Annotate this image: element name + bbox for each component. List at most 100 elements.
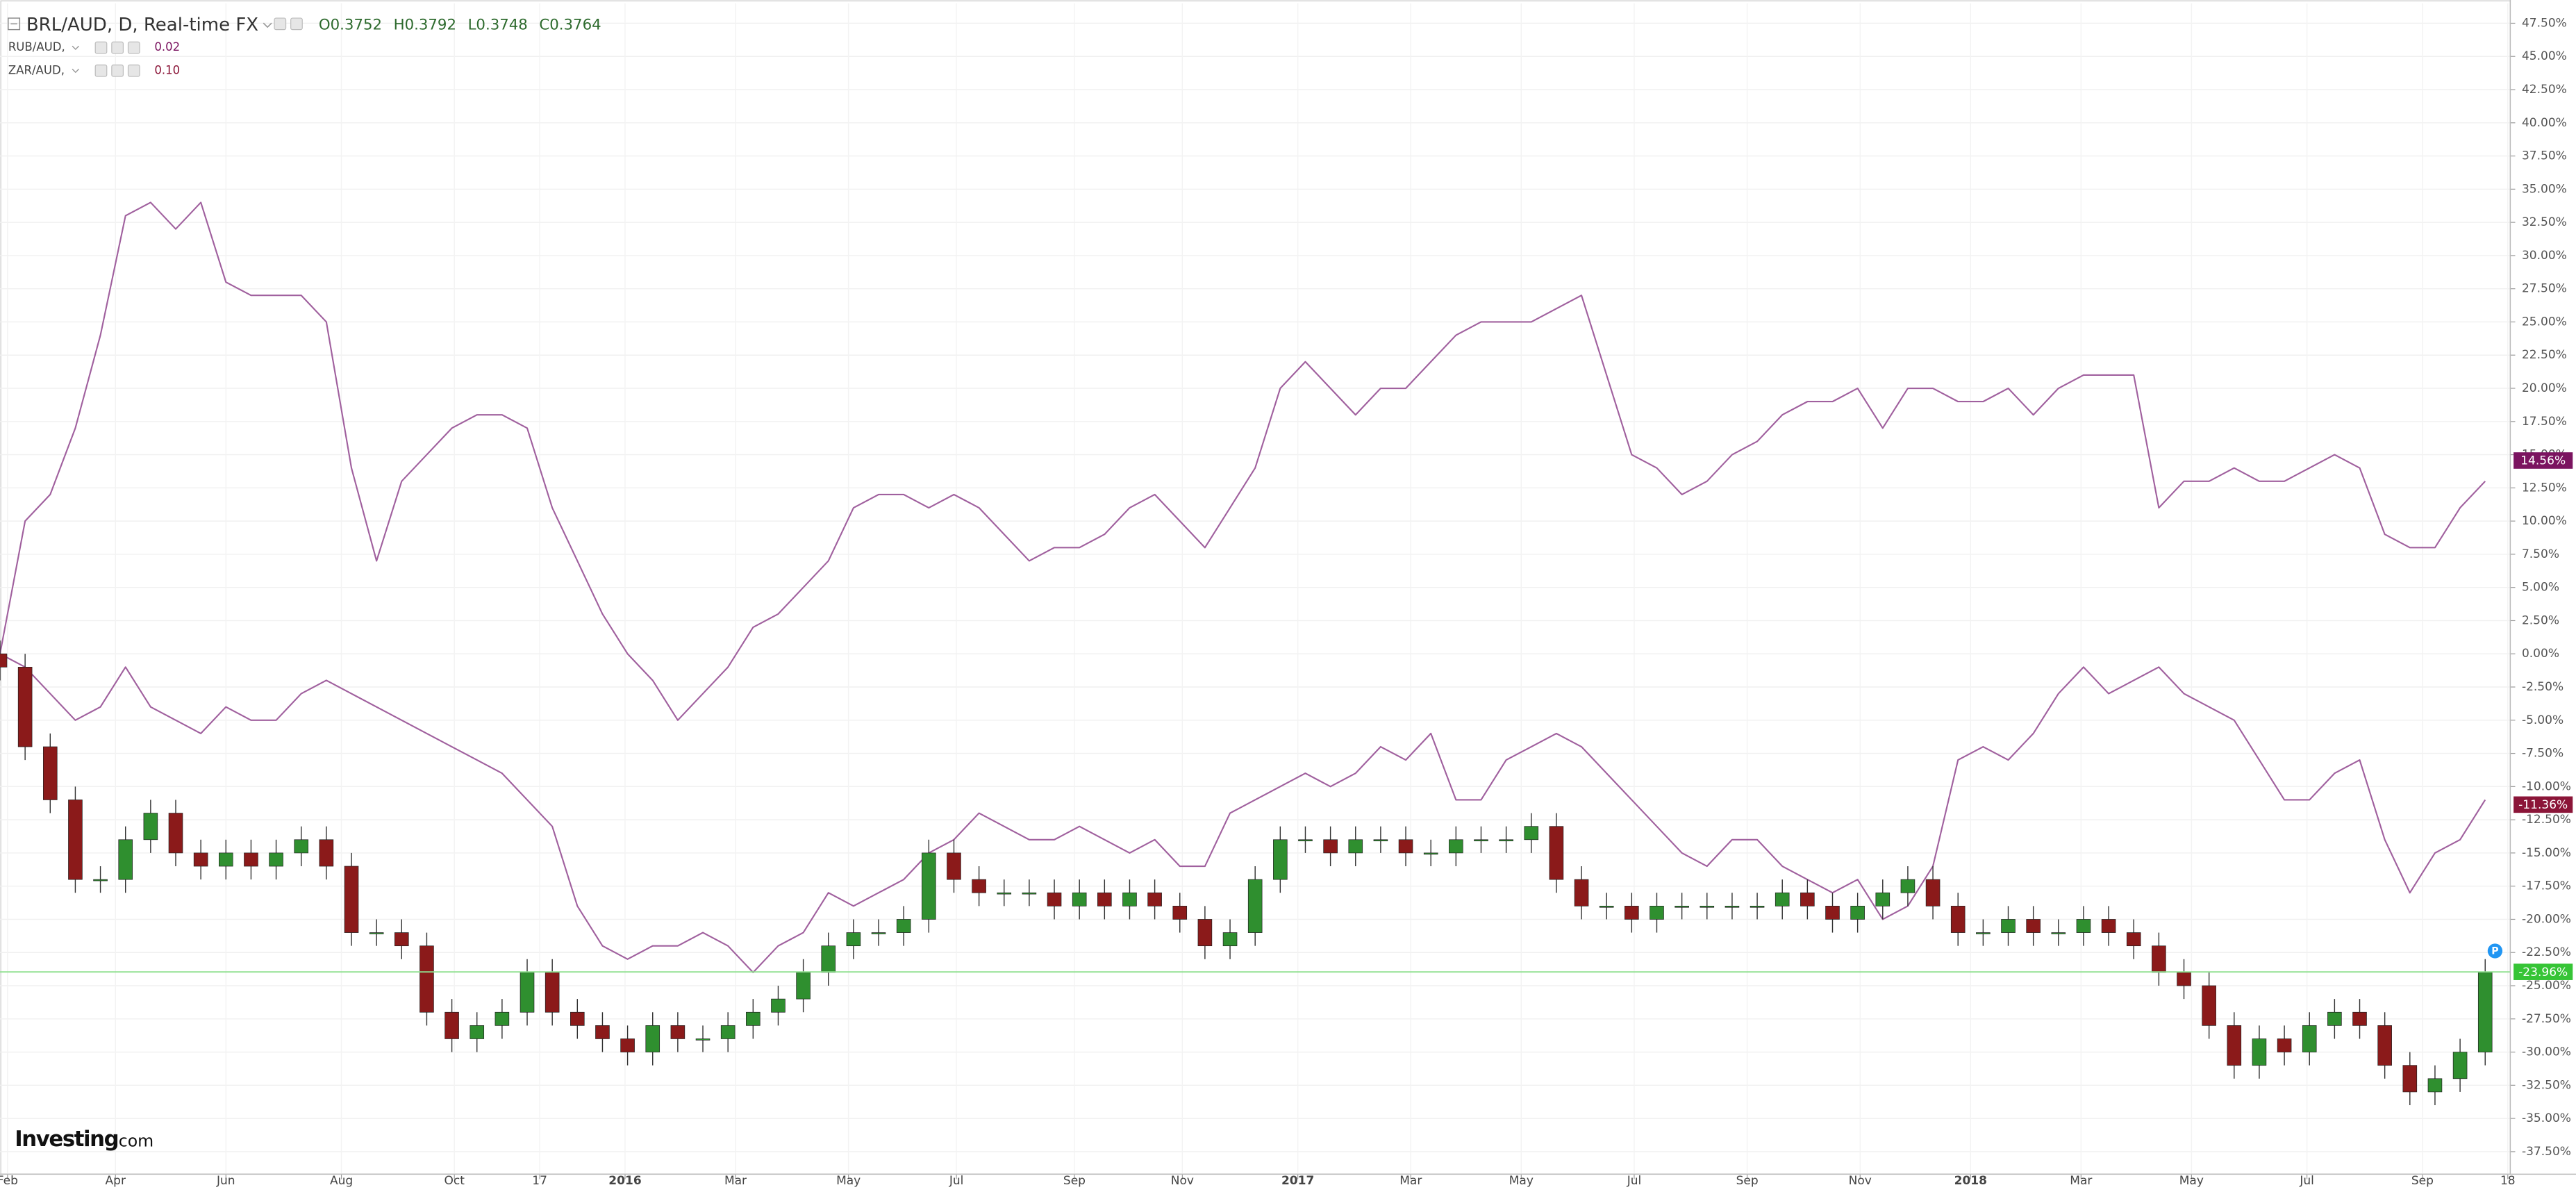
- remove-icon[interactable]: [127, 41, 140, 54]
- candle-body: [1348, 839, 1363, 854]
- candle-body: [1925, 879, 1941, 907]
- candle-body: [1650, 905, 1664, 920]
- x-tick-label: Sep: [1063, 1174, 1086, 1188]
- x-tick-label: May: [1509, 1174, 1534, 1188]
- candle-body: [294, 839, 309, 854]
- y-tick-label: -7.50%: [2522, 747, 2563, 761]
- legend: BRL/AUD, D, Real-time FX O0.3752 H0.3792 L…: [8, 15, 601, 35]
- candle-body: [2076, 919, 2091, 933]
- marks: P: [0, 201, 2511, 1106]
- y-tick-label: -20.00%: [2522, 912, 2571, 926]
- y-tick-label: -5.00%: [2522, 713, 2563, 727]
- candle-body: [1247, 879, 1263, 933]
- candle-body: [344, 866, 359, 933]
- price-label-bg: [2513, 452, 2573, 469]
- candle-body: [2427, 1078, 2443, 1093]
- settings-icon[interactable]: [94, 41, 108, 54]
- candle-body: [2177, 972, 2191, 986]
- y-tick-label: 7.50%: [2522, 547, 2559, 561]
- series-title: BRL/AUD, D, Real-time FX: [26, 15, 258, 35]
- y-tick-label: -15.00%: [2522, 846, 2571, 860]
- candle-body: [1624, 905, 1639, 920]
- x-tick-label: 2018: [1954, 1174, 1987, 1188]
- x-tick-label: Mar: [1399, 1174, 1422, 1188]
- settings-icon[interactable]: [94, 64, 108, 77]
- candle-body: [1449, 839, 1463, 854]
- candle-body: [896, 919, 911, 933]
- candle-body: [997, 892, 1012, 895]
- marker-badge: [2487, 943, 2503, 959]
- candle-body: [947, 852, 961, 880]
- y-tick-label: 27.50%: [2522, 282, 2567, 296]
- candle-body: [2352, 1011, 2367, 1026]
- x-tick-label: 18: [2500, 1174, 2516, 1188]
- candle-body: [821, 945, 836, 973]
- x-tick-label: 17: [532, 1174, 547, 1188]
- candle-body: [595, 1025, 610, 1039]
- settings-icon[interactable]: [111, 41, 124, 54]
- candle-body: [369, 932, 384, 934]
- candle-body: [570, 1011, 585, 1026]
- candle-body: [193, 852, 208, 867]
- y-tick-label: -17.50%: [2522, 879, 2571, 893]
- candle-body: [1298, 839, 1313, 842]
- remove-icon[interactable]: [127, 64, 140, 77]
- ohlc-value: C0.3764: [539, 17, 601, 34]
- y-tick-label: -27.50%: [2522, 1012, 2571, 1026]
- candle-body: [2477, 972, 2493, 1052]
- line-series: [0, 653, 2486, 973]
- y-tick-label: -32.50%: [2522, 1078, 2571, 1092]
- x-tick-label: Oct: [444, 1174, 465, 1188]
- candle-body: [68, 800, 83, 880]
- candle-body: [1675, 905, 1689, 908]
- candle-body: [2227, 1025, 2242, 1066]
- candle-body: [1097, 892, 1112, 907]
- candle-body: [1172, 905, 1188, 920]
- candle-body: [1022, 892, 1037, 895]
- candle-body: [1599, 905, 1614, 908]
- collapse-icon[interactable]: [8, 17, 21, 31]
- line-series: [0, 201, 2486, 721]
- candle-body: [645, 1025, 660, 1052]
- candle-body: [0, 653, 8, 668]
- y-tick-label: -35.00%: [2522, 1111, 2571, 1125]
- candle-body: [670, 1025, 685, 1039]
- candle-body: [1147, 892, 1162, 907]
- candle-body: [1423, 852, 1438, 855]
- hide-icon[interactable]: [290, 17, 303, 31]
- y-tick-label: 17.50%: [2522, 415, 2567, 429]
- dropdown-arrow: [72, 45, 80, 51]
- settings-icon[interactable]: [111, 64, 124, 77]
- y-tick-label: 47.50%: [2522, 16, 2567, 30]
- candle-body: [118, 839, 133, 880]
- candle-body: [2026, 919, 2041, 933]
- y-tick-label: 30.00%: [2522, 249, 2567, 263]
- candle-body: [143, 813, 158, 841]
- y-tick-label: 2.50%: [2522, 613, 2559, 627]
- candle-body: [720, 1025, 736, 1039]
- candle-body: [2051, 932, 2066, 934]
- x-tick-label: Sep: [2411, 1174, 2434, 1188]
- candle-body: [1474, 839, 1488, 842]
- candle-body: [846, 932, 861, 947]
- x-tick-label: Apr: [106, 1174, 126, 1188]
- candle-body: [1750, 905, 1765, 908]
- dropdown-arrow: [263, 22, 272, 28]
- price-label-bg: [2513, 796, 2573, 813]
- candle-body: [244, 852, 258, 867]
- candle-body: [2126, 932, 2141, 947]
- candle-body: [2152, 945, 2166, 973]
- y-tick-label: -10.00%: [2522, 779, 2571, 793]
- y-tick-label: 5.00%: [2522, 581, 2559, 595]
- candle-body: [1273, 839, 1288, 880]
- y-tick-label: -30.00%: [2522, 1045, 2571, 1059]
- settings-icon[interactable]: [274, 17, 287, 31]
- x-tick-label: Mar: [2070, 1174, 2092, 1188]
- logo-brand: Investing: [15, 1127, 118, 1152]
- y-tick-label: -12.50%: [2522, 813, 2571, 827]
- candle-body: [2327, 1011, 2342, 1026]
- candle-body: [2252, 1038, 2267, 1066]
